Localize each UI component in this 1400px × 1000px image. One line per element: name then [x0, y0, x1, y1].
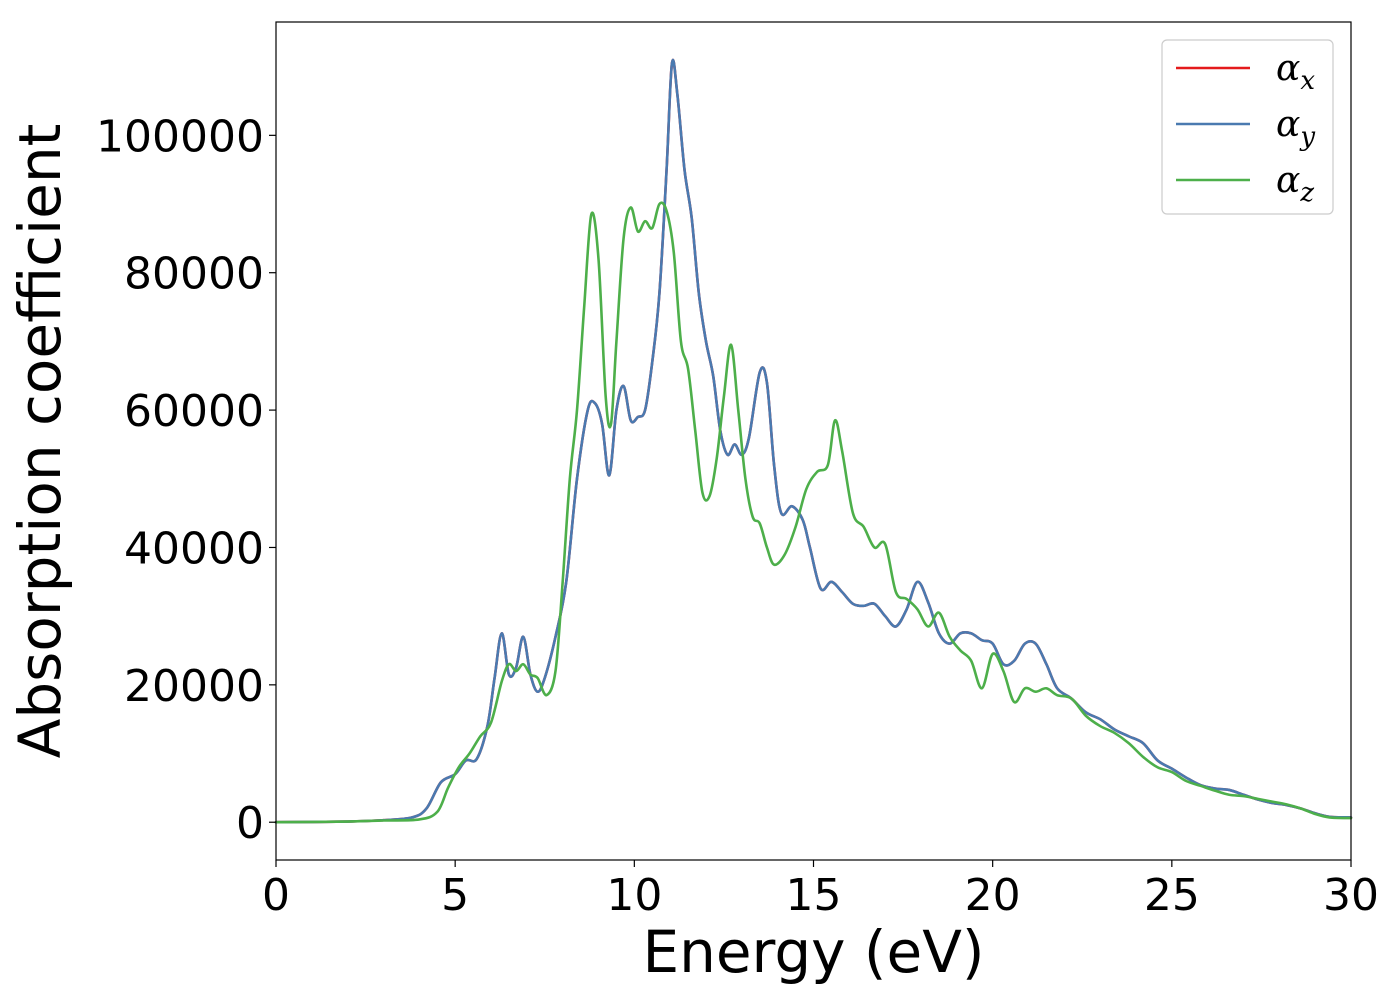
x-tick-label: 20 [965, 870, 1021, 921]
y-tick-label: 40000 [124, 523, 264, 574]
y-tick-label: 80000 [124, 249, 264, 300]
y-tick-label: 20000 [124, 661, 264, 712]
x-axis-title: Energy (eV) [642, 918, 984, 986]
x-tick-label: 15 [786, 870, 842, 921]
y-tick-label: 0 [236, 798, 264, 849]
legend-box [1161, 39, 1334, 215]
x-tick-label: 5 [441, 870, 469, 921]
series-line-alpha-z [274, 201, 1353, 824]
series-line-alpha-y [274, 58, 1353, 824]
x-tick-label: 25 [1144, 870, 1200, 921]
ticks-layer: 0 5 10 15 20 25 30 0 20000 40000 60000 80000 100000 [96, 111, 1379, 921]
x-tick-label: 10 [606, 870, 662, 921]
y-tick-label: 100000 [96, 111, 264, 162]
y-axis-title: Absorption coefficient [6, 124, 74, 759]
series-layer [274, 58, 1353, 824]
x-tick-label: 0 [262, 870, 290, 921]
y-tick-label: 60000 [124, 386, 264, 437]
x-tick-label: 30 [1323, 870, 1379, 921]
